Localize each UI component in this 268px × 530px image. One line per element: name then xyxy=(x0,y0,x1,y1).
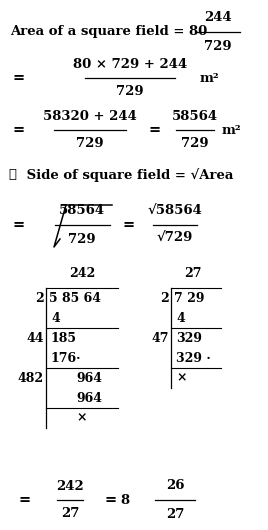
Text: 4: 4 xyxy=(51,312,60,324)
Text: 58564: 58564 xyxy=(59,204,105,217)
Text: Area of a square field = 80: Area of a square field = 80 xyxy=(10,25,207,39)
Text: m²: m² xyxy=(200,72,219,84)
Text: 26: 26 xyxy=(166,479,184,492)
Text: 4: 4 xyxy=(176,312,185,324)
Text: 242: 242 xyxy=(56,480,84,493)
Text: =: = xyxy=(148,123,160,137)
Text: 27: 27 xyxy=(184,267,202,280)
Text: 729: 729 xyxy=(116,85,144,98)
Text: 729: 729 xyxy=(204,40,232,53)
Text: 8: 8 xyxy=(120,493,129,507)
Text: 329 ·: 329 · xyxy=(176,351,211,365)
Text: =: = xyxy=(12,71,24,85)
Text: 242: 242 xyxy=(69,267,95,280)
Text: 47: 47 xyxy=(151,331,169,344)
Text: 329: 329 xyxy=(176,331,202,344)
Text: 58320 + 244: 58320 + 244 xyxy=(43,110,137,123)
Text: =: = xyxy=(122,218,134,232)
Text: 27: 27 xyxy=(61,507,79,520)
Text: m²: m² xyxy=(222,123,242,137)
Text: 44: 44 xyxy=(27,331,44,344)
Text: ×: × xyxy=(176,372,187,384)
Text: √729: √729 xyxy=(157,232,193,245)
Text: ∴: ∴ xyxy=(8,169,16,181)
Text: 27: 27 xyxy=(166,508,184,521)
Text: =: = xyxy=(105,493,122,507)
Text: 185: 185 xyxy=(51,331,77,344)
Text: 729: 729 xyxy=(68,233,96,246)
Text: =: = xyxy=(18,493,30,507)
Text: 176·: 176· xyxy=(51,351,81,365)
Text: 729: 729 xyxy=(76,137,104,150)
Text: 5 85 64: 5 85 64 xyxy=(49,292,101,305)
Text: 2: 2 xyxy=(160,292,169,305)
Text: 58564: 58564 xyxy=(172,110,218,123)
Text: 7 29: 7 29 xyxy=(174,292,204,305)
Text: =: = xyxy=(12,123,24,137)
Text: 729: 729 xyxy=(181,137,209,150)
Text: 80 × 729 + 244: 80 × 729 + 244 xyxy=(73,58,187,71)
Text: =: = xyxy=(12,218,24,232)
Text: ×: × xyxy=(76,411,87,425)
Text: 964: 964 xyxy=(76,372,102,384)
Text: 964: 964 xyxy=(76,392,102,404)
Text: √58564: √58564 xyxy=(148,205,202,218)
Text: 244: 244 xyxy=(204,11,232,24)
Text: 2: 2 xyxy=(35,292,44,305)
Text: Side of square field = √Area: Side of square field = √Area xyxy=(22,168,233,182)
Text: 482: 482 xyxy=(18,372,44,384)
